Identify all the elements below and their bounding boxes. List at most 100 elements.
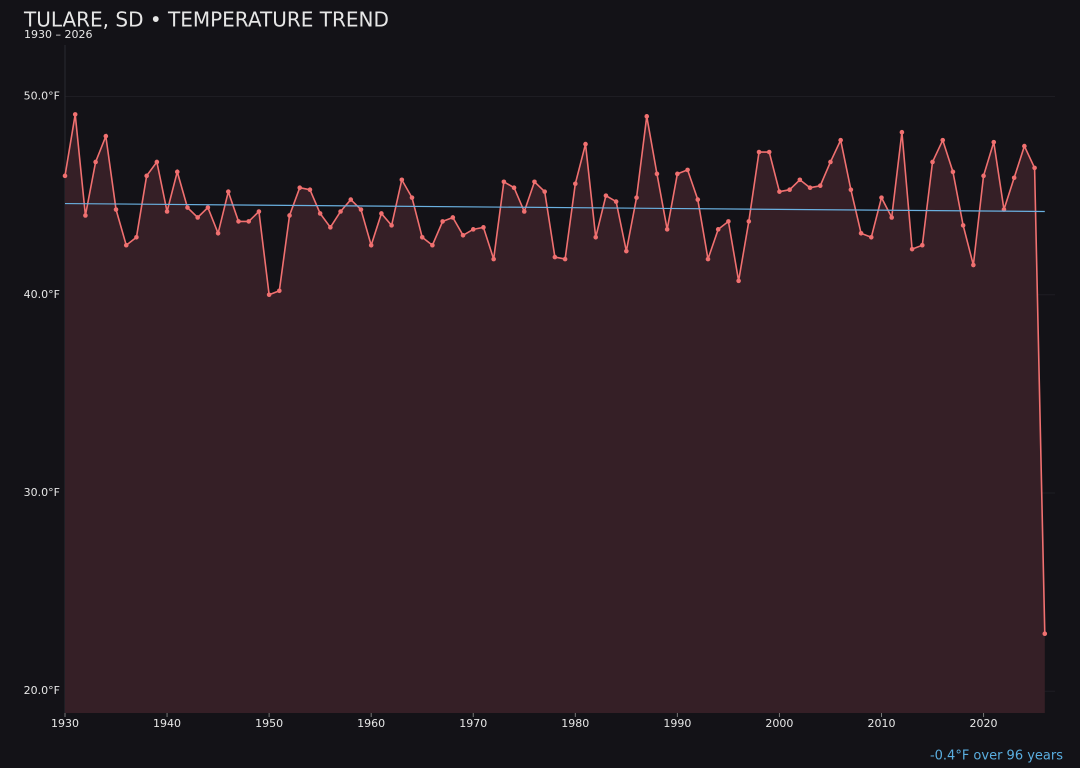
point	[266, 292, 272, 298]
point	[583, 141, 588, 147]
x-tick-label: 2020	[970, 717, 998, 730]
x-tick-label: 1980	[561, 717, 589, 730]
point	[950, 169, 956, 175]
point	[277, 288, 282, 294]
point	[573, 181, 578, 187]
x-tick-label: 1970	[459, 717, 487, 730]
point	[736, 278, 741, 284]
point	[103, 133, 109, 139]
point	[909, 246, 915, 252]
point	[726, 219, 731, 224]
point	[960, 223, 966, 228]
point	[624, 248, 629, 254]
point	[287, 213, 292, 218]
point	[644, 114, 650, 119]
point	[654, 171, 660, 177]
point	[817, 183, 823, 189]
x-tick-label: 1990	[663, 717, 691, 730]
point	[205, 205, 211, 210]
x-tick-label: 1940	[153, 717, 181, 730]
point	[981, 173, 986, 179]
point	[971, 262, 976, 268]
point	[256, 209, 262, 214]
point	[1042, 631, 1048, 637]
trend-line	[64, 202, 1045, 213]
point	[358, 207, 364, 212]
point	[695, 197, 701, 202]
point	[83, 213, 88, 218]
point	[501, 179, 507, 185]
point	[889, 215, 895, 220]
x-tick-label: 1930	[51, 717, 79, 730]
point	[246, 219, 252, 224]
y-tick-label: 50.0°F	[24, 90, 60, 103]
point	[134, 234, 139, 240]
point	[174, 169, 180, 175]
point	[552, 254, 558, 260]
x-tick-label: 2000	[765, 717, 793, 730]
trend-annotation: -0.4°F over 96 years	[930, 749, 1063, 764]
point	[491, 256, 496, 262]
y-tick-label: 30.0°F	[24, 486, 60, 499]
point	[154, 159, 160, 165]
point	[481, 225, 486, 230]
point	[715, 227, 721, 232]
point	[991, 139, 997, 145]
point	[297, 185, 303, 191]
point	[409, 195, 415, 200]
point	[93, 159, 98, 165]
point	[664, 227, 670, 232]
point	[797, 177, 803, 183]
point	[195, 215, 200, 220]
x-tick-label: 1960	[357, 717, 385, 730]
point	[766, 149, 772, 155]
point	[419, 234, 425, 240]
point	[868, 234, 874, 240]
point	[328, 225, 333, 230]
point	[215, 231, 221, 236]
point	[807, 185, 813, 191]
point	[440, 219, 445, 224]
point	[1032, 165, 1037, 171]
point	[940, 137, 946, 143]
point	[389, 223, 394, 228]
point	[879, 195, 884, 200]
point	[368, 242, 374, 248]
point	[348, 197, 354, 202]
point	[521, 209, 527, 214]
point	[685, 167, 690, 173]
y-tick-label: 40.0°F	[24, 288, 60, 301]
point	[899, 129, 905, 135]
point	[920, 242, 925, 248]
point	[532, 179, 537, 185]
point	[379, 211, 384, 216]
x-tick-label: 1950	[255, 717, 283, 730]
point	[838, 137, 843, 143]
point	[593, 234, 599, 240]
point	[787, 187, 792, 193]
point	[307, 187, 313, 193]
point	[430, 242, 435, 248]
point	[756, 149, 762, 155]
point	[930, 159, 935, 165]
point	[450, 215, 456, 220]
point	[613, 199, 619, 204]
point	[399, 177, 405, 183]
point	[144, 173, 149, 179]
point	[1022, 143, 1027, 149]
point	[603, 193, 609, 198]
point	[705, 256, 711, 262]
point	[236, 219, 241, 224]
point	[1011, 175, 1017, 181]
point	[164, 209, 170, 214]
point	[675, 171, 680, 177]
point	[542, 189, 547, 194]
point	[123, 242, 129, 248]
point	[777, 189, 782, 194]
point	[72, 112, 78, 117]
area	[65, 114, 1045, 714]
chart-title: TULARE, SD • TEMPERATURE TREND	[23, 8, 389, 32]
point	[185, 205, 190, 210]
y-tick-label: 20.0°F	[24, 684, 60, 697]
